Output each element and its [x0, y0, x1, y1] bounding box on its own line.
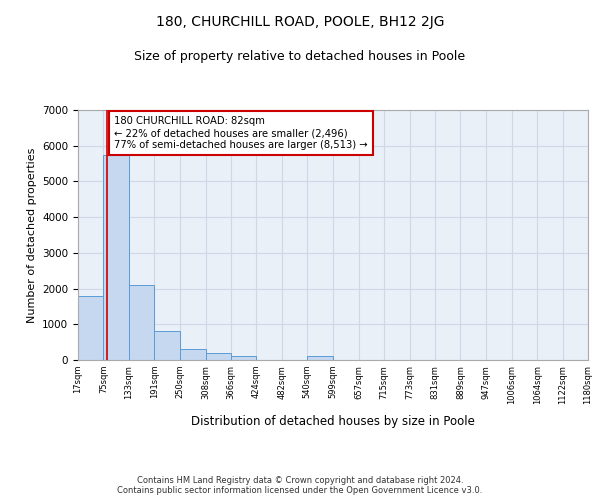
Bar — [206, 353, 231, 360]
Text: Contains HM Land Registry data © Crown copyright and database right 2024.
Contai: Contains HM Land Registry data © Crown c… — [118, 476, 482, 495]
Bar — [103, 154, 129, 360]
Text: Distribution of detached houses by size in Poole: Distribution of detached houses by size … — [191, 415, 475, 428]
Y-axis label: Number of detached properties: Number of detached properties — [26, 148, 37, 322]
Text: 180, CHURCHILL ROAD, POOLE, BH12 2JG: 180, CHURCHILL ROAD, POOLE, BH12 2JG — [156, 15, 444, 29]
Text: Size of property relative to detached houses in Poole: Size of property relative to detached ho… — [134, 50, 466, 63]
Bar — [129, 285, 154, 360]
Bar — [307, 356, 333, 360]
Bar — [154, 332, 180, 360]
Bar — [231, 356, 256, 360]
Bar — [180, 350, 206, 360]
Bar — [78, 296, 103, 360]
Text: 180 CHURCHILL ROAD: 82sqm
← 22% of detached houses are smaller (2,496)
77% of se: 180 CHURCHILL ROAD: 82sqm ← 22% of detac… — [115, 116, 368, 150]
